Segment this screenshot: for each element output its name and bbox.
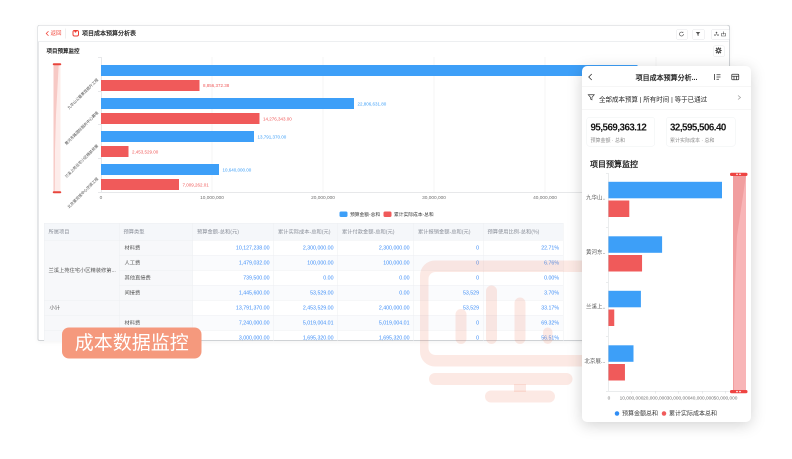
svg-text:40,000,000: 40,000,000 xyxy=(533,195,557,201)
svg-text:7,009,262.01: 7,009,262.01 xyxy=(183,183,210,188)
svg-text:黄河东..: 黄河东.. xyxy=(586,248,606,256)
svg-text:累计实际成本-总和: 累计实际成本-总和 xyxy=(394,211,434,218)
svg-text:九华山..: 九华山.. xyxy=(586,194,606,202)
svg-text:预算金额总和: 预算金额总和 xyxy=(622,410,658,418)
svg-text:22,806,631.80: 22,806,631.80 xyxy=(358,102,387,107)
svg-text:0: 0 xyxy=(100,195,103,201)
svg-text:10,000,000: 10,000,000 xyxy=(620,396,644,402)
svg-text:2,453,529.00: 2,453,529.00 xyxy=(132,150,159,155)
svg-text:10,640,000.00: 10,640,000.00 xyxy=(223,168,252,173)
svg-text:13,791,370.00: 13,791,370.00 xyxy=(258,135,287,140)
svg-text:14,276,343.00: 14,276,343.00 xyxy=(263,117,292,122)
svg-text:0: 0 xyxy=(608,396,611,402)
svg-text:8,856,372.38: 8,856,372.38 xyxy=(203,83,230,88)
svg-text:累计实际成本总和: 累计实际成本总和 xyxy=(669,410,717,418)
svg-text:20,000,000: 20,000,000 xyxy=(643,396,667,402)
svg-text:50,000,000: 50,000,000 xyxy=(714,396,738,402)
svg-text:40,000,000: 40,000,000 xyxy=(690,396,714,402)
svg-text:预算金额-总和: 预算金额-总和 xyxy=(350,211,380,218)
svg-text:30,000,000: 30,000,000 xyxy=(667,396,691,402)
svg-text:10,000,000: 10,000,000 xyxy=(200,195,224,201)
svg-text:30,000,000: 30,000,000 xyxy=(422,195,446,201)
svg-text:兰溪上..: 兰溪上.. xyxy=(586,303,606,311)
svg-text:20,000,000: 20,000,000 xyxy=(311,195,335,201)
svg-text:北京展...: 北京展... xyxy=(584,357,606,365)
